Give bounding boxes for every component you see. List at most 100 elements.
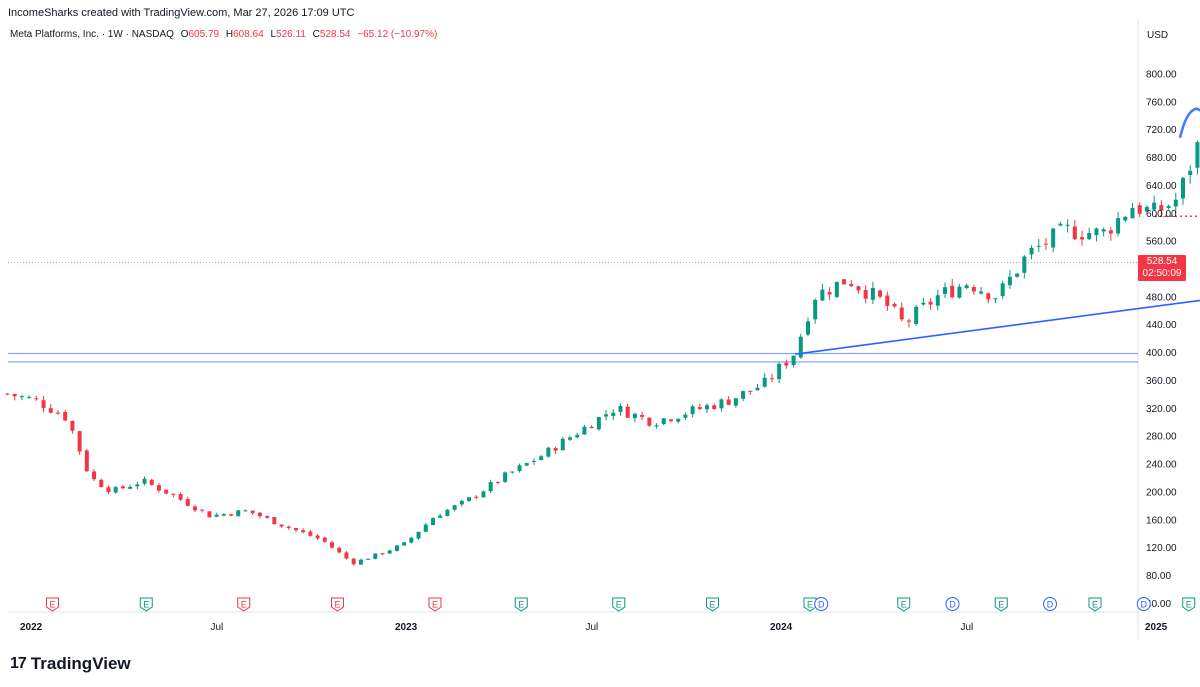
candle-body	[358, 559, 363, 565]
event-marker-letter: E	[709, 600, 715, 610]
earnings-event-marker[interactable]: E	[46, 597, 59, 612]
candle-body	[279, 524, 284, 527]
candle-body	[12, 393, 17, 397]
candle-body	[517, 465, 522, 471]
candle-body	[1072, 226, 1077, 240]
candle-body	[531, 460, 536, 462]
candle-body	[106, 487, 111, 493]
earnings-event-marker[interactable]: E	[428, 597, 442, 612]
earnings-event-marker[interactable]: E	[803, 597, 817, 612]
dividend-event-marker[interactable]: D	[1136, 597, 1151, 611]
candle-body	[668, 419, 673, 422]
candle-body	[243, 510, 248, 512]
candle-body	[798, 336, 803, 358]
chart-attribution: IncomeSharks created with TradingView.co…	[8, 7, 355, 19]
last-price-tag: 528.54 02:50:09	[1138, 255, 1186, 281]
change-value: −65.12 (−10.97%)	[357, 29, 438, 40]
earnings-event-marker[interactable]: E	[897, 597, 911, 612]
candle-body	[214, 514, 219, 517]
earnings-event-marker[interactable]: E	[706, 597, 719, 612]
candle-body	[769, 378, 774, 380]
candle-body	[322, 537, 327, 542]
low-value: 526.11	[276, 29, 306, 40]
candle-body	[596, 417, 601, 430]
tradingview-logo-text: TradingView	[30, 654, 131, 673]
candle-body	[1144, 206, 1149, 212]
earnings-event-marker[interactable]: E	[1088, 597, 1102, 612]
candle-body	[380, 553, 385, 555]
candle-body	[55, 412, 60, 414]
candle-body	[1188, 170, 1193, 175]
price-tick-label: 800.00	[1146, 70, 1177, 81]
candle-body	[755, 387, 760, 391]
candle-body	[632, 413, 637, 419]
earnings-event-marker[interactable]: E	[237, 597, 251, 612]
candle-body	[719, 399, 724, 409]
candle-body	[92, 471, 97, 480]
price-tick-label: 80.00	[1146, 571, 1171, 582]
earnings-event-marker[interactable]: E	[612, 597, 626, 612]
earnings-marker-shape	[612, 597, 626, 612]
earnings-marker-shape	[46, 597, 59, 612]
dividend-marker-circle	[1136, 597, 1151, 611]
earnings-marker-shape	[1182, 597, 1196, 612]
earnings-event-marker[interactable]: E	[994, 597, 1008, 612]
earnings-marker-shape	[237, 597, 251, 612]
candle-body	[791, 355, 796, 366]
time-tick-label: Jul	[211, 622, 224, 633]
events-layer: EEEEEEEEEDEDEDEDEDEDEDEDEDE	[46, 597, 1196, 612]
event-marker-letter: E	[901, 600, 907, 610]
event-marker-letter: E	[143, 600, 149, 610]
earnings-event-marker[interactable]: E	[514, 597, 528, 612]
earnings-event-marker[interactable]: E	[331, 597, 344, 612]
horizontal-lines	[8, 215, 1200, 363]
event-marker-letter: E	[616, 600, 622, 610]
dividend-event-marker[interactable]: D	[814, 597, 829, 611]
earnings-marker-shape	[428, 597, 442, 612]
dividend-event-marker[interactable]: D	[1043, 597, 1057, 611]
candle-body	[986, 293, 991, 300]
candle-body	[481, 491, 486, 498]
candle-body	[553, 448, 558, 451]
candle-body	[683, 414, 688, 418]
candle-body	[178, 494, 183, 500]
candle-body	[582, 426, 587, 435]
symbol-legend[interactable]: Meta Platforms, Inc. · 1W · NASDAQ O605.…	[10, 29, 441, 40]
candle-body	[142, 478, 147, 484]
earnings-marker-shape	[994, 597, 1008, 612]
candle-body	[611, 412, 616, 416]
candle-body	[185, 499, 190, 506]
candle-body	[748, 390, 753, 392]
earnings-event-marker[interactable]: E	[139, 597, 153, 612]
dividend-event-marker[interactable]: D	[945, 597, 960, 611]
price-tick-label: 200.00	[1146, 487, 1177, 498]
candle-body	[402, 542, 407, 546]
earnings-event-marker[interactable]: E	[1182, 597, 1196, 612]
candle-body	[503, 472, 508, 482]
high-label: H	[225, 29, 234, 40]
candle-body	[625, 406, 630, 418]
price-tick-label: 400.00	[1146, 348, 1177, 359]
dividend-marker-circle	[945, 597, 960, 611]
candle-body	[899, 307, 904, 320]
price-axis: 800.00 760.00 720.00 680.00 640.00 600.00 560.…	[1146, 70, 1177, 610]
price-tick-label: 560.00	[1146, 237, 1177, 248]
candle-body	[1101, 229, 1106, 232]
candle-body	[1116, 218, 1121, 234]
bar-countdown: 02:50:09	[1142, 268, 1182, 279]
candle-body	[568, 437, 572, 440]
candle-body	[423, 524, 428, 532]
candle-body	[200, 509, 205, 511]
currency-label[interactable]: USD	[1147, 30, 1169, 41]
price-tick-label: 240.00	[1146, 460, 1177, 471]
candle-body	[416, 531, 421, 539]
tradingview-logo[interactable]: 17 TradingView	[10, 654, 131, 674]
candle-body	[914, 306, 919, 325]
candle-body	[827, 292, 832, 295]
candle-body	[1152, 202, 1157, 210]
candle-body	[661, 418, 666, 424]
candle-body	[1087, 233, 1092, 240]
candle-body	[272, 517, 277, 525]
candle-body	[993, 298, 998, 300]
